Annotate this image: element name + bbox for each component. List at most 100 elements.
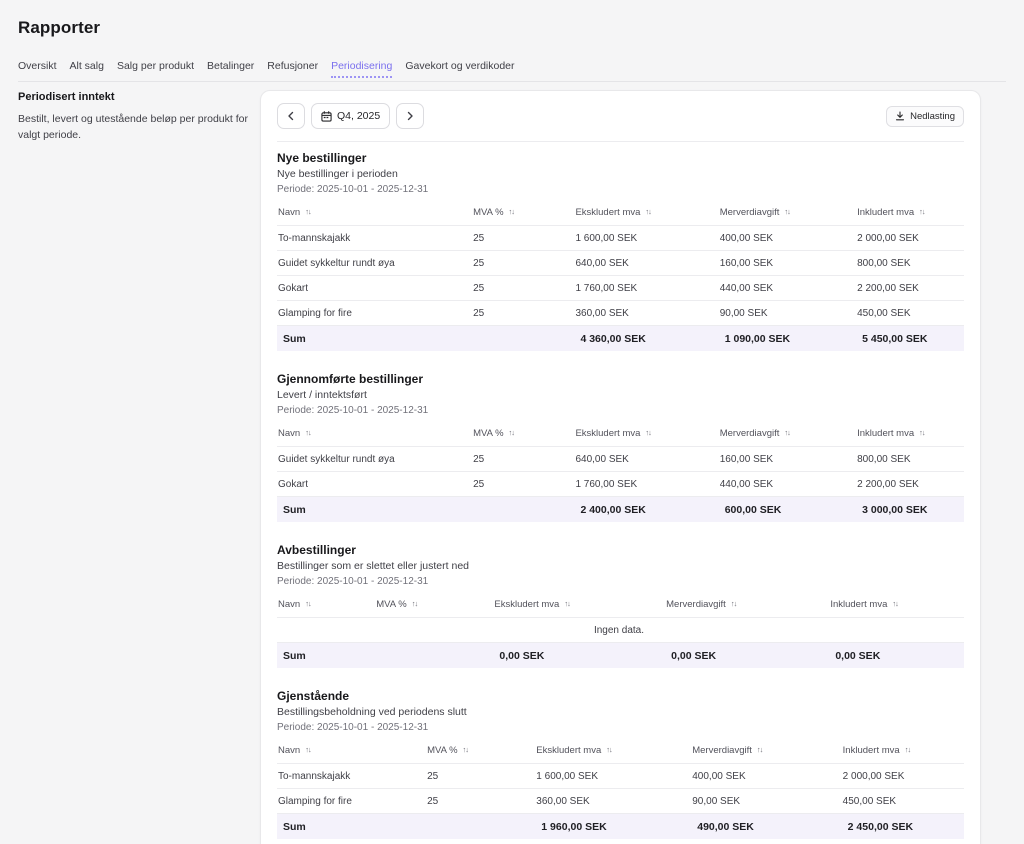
sort-icon: ↑↓ xyxy=(305,745,311,754)
sort-icon: ↑↓ xyxy=(904,745,911,754)
column-header-label: Ekskludert mva xyxy=(575,207,641,218)
download-button[interactable]: Nedlasting xyxy=(886,105,964,127)
sum-row: Sum 1 960,00 SEK 490,00 SEK 2 450,00 SEK xyxy=(277,813,964,839)
column-header-merverdiavgift[interactable]: Merverdiavgift ↑↓ xyxy=(719,421,856,447)
cell-value: 25 xyxy=(472,275,575,301)
cell-value: 400,00 SEK xyxy=(691,763,842,789)
sum-value: 1 090,00 SEK xyxy=(718,325,857,351)
tab-salg-per-produkt[interactable]: Salg per produkt xyxy=(116,60,195,72)
column-header-mva[interactable]: MVA % ↑↓ xyxy=(472,200,574,226)
sort-icon: ↑↓ xyxy=(892,599,898,608)
column-header-inkludert-mva[interactable]: Inkludert mva ↑↓ xyxy=(829,592,964,618)
previous-period-button[interactable] xyxy=(277,103,305,129)
next-period-button[interactable] xyxy=(396,103,425,129)
section-table: Navn ↑↓ MVA % ↑↓ Ekskludert mva ↑↓ Merverdiavg… xyxy=(277,738,964,839)
cell-value: 25 xyxy=(472,446,575,472)
column-header-mva[interactable]: MVA % ↑↓ xyxy=(426,738,535,764)
cell-value: 800,00 SEK xyxy=(856,250,964,276)
cell-value: 2 000,00 SEK xyxy=(841,763,964,789)
column-header-label: Navn xyxy=(278,599,301,610)
column-header-ekskludert-mva[interactable]: Ekskludert mva ↑↓ xyxy=(574,421,718,447)
section-table: Navn ↑↓ MVA % ↑↓ Ekskludert mva ↑↓ Merverdiavg… xyxy=(277,592,964,668)
column-header-ekskludert-mva[interactable]: Ekskludert mva ↑↓ xyxy=(493,592,665,618)
period-controls: Q4, 2025 xyxy=(277,103,425,129)
cell-name: Guidet sykkeltur rundt øya xyxy=(277,250,473,276)
column-header-inkludert-mva[interactable]: Inkludert mva ↑↓ xyxy=(842,738,964,764)
column-header-merverdiavgift[interactable]: Merverdiavgift ↑↓ xyxy=(665,592,829,618)
tab-oversikt[interactable]: Oversikt xyxy=(18,60,57,72)
column-header-label: Merverdiavgift xyxy=(719,428,780,439)
sort-icon: ↑↓ xyxy=(730,599,737,608)
sort-icon: ↑↓ xyxy=(305,207,311,216)
cell-name: To-mannskajakk xyxy=(277,763,427,789)
column-header-mva[interactable]: MVA % ↑↓ xyxy=(472,421,574,447)
sum-value xyxy=(472,496,575,522)
tab-gavekort-og-verdikoder[interactable]: Gavekort og verdikoder xyxy=(405,60,515,72)
tab-alt-salg[interactable]: Alt salg xyxy=(69,60,104,72)
period-label: Q4, 2025 xyxy=(337,110,381,122)
column-header-ekskludert-mva[interactable]: Ekskludert mva ↑↓ xyxy=(574,200,718,226)
section-period: Periode: 2025-10-01 - 2025-12-31 xyxy=(277,576,429,587)
column-header-label: Inkludert mva xyxy=(830,599,888,610)
column-header-inkludert-mva[interactable]: Inkludert mva ↑↓ xyxy=(856,200,964,226)
section-subtitle: Bestillinger som er slettet eller juster… xyxy=(277,560,469,572)
table-row: Glamping for fire 25 360,00 SEK 90,00 SEK 45… xyxy=(277,300,964,326)
sum-value: 2 450,00 SEK xyxy=(841,813,964,839)
column-header-label: Navn xyxy=(278,207,301,218)
sum-label: Sum xyxy=(277,642,376,668)
sum-label: Sum xyxy=(277,813,427,839)
column-header-navn[interactable]: Navn ↑↓ xyxy=(277,200,472,226)
cell-value: 25 xyxy=(472,300,575,326)
sort-icon: ↑↓ xyxy=(462,745,469,754)
column-header-ekskludert-mva[interactable]: Ekskludert mva ↑↓ xyxy=(535,738,691,764)
cell-value: 450,00 SEK xyxy=(856,300,964,326)
report-section-gjenst-ende: Gjenstående Bestillingsbeholdning ved per… xyxy=(277,689,964,839)
tab-betalinger[interactable]: Betalinger xyxy=(207,60,255,72)
toolbar: Q4, 2025 Nedlasting xyxy=(277,103,964,142)
cell-name: To-mannskajakk xyxy=(277,225,473,251)
sum-value: 2 400,00 SEK xyxy=(574,496,719,522)
column-header-label: Merverdiavgift xyxy=(692,745,752,756)
report-section-gjennomf-rte-bestillinger: Gjennomførte bestillinger Levert / inntek… xyxy=(277,372,964,522)
sum-value: 5 450,00 SEK xyxy=(856,325,964,351)
sort-icon: ↑↓ xyxy=(411,599,418,608)
sum-value: 1 960,00 SEK xyxy=(535,813,692,839)
sidebar-heading: Periodisert inntekt xyxy=(18,91,115,103)
column-header-merverdiavgift[interactable]: Merverdiavgift ↑↓ xyxy=(691,738,841,764)
section-period: Periode: 2025-10-01 - 2025-12-31 xyxy=(277,722,429,733)
column-header-navn[interactable]: Navn ↑↓ xyxy=(277,421,472,447)
tab-periodisering[interactable]: Periodisering xyxy=(331,60,393,78)
cell-value: 400,00 SEK xyxy=(718,225,857,251)
column-header-merverdiavgift[interactable]: Merverdiavgift ↑↓ xyxy=(719,200,856,226)
sort-icon: ↑↓ xyxy=(305,428,311,437)
report-card: Q4, 2025 Nedlasting Nye bestillinger Nye … xyxy=(260,90,981,844)
column-header-inkludert-mva[interactable]: Inkludert mva ↑↓ xyxy=(856,421,964,447)
download-icon xyxy=(895,111,905,121)
report-section-avbestillinger: Avbestillinger Bestillinger som er slette… xyxy=(277,543,964,668)
sort-icon: ↑↓ xyxy=(508,428,515,437)
sort-icon: ↑↓ xyxy=(305,599,311,608)
column-header-label: Merverdiavgift xyxy=(719,207,780,218)
section-period: Periode: 2025-10-01 - 2025-12-31 xyxy=(277,184,429,195)
column-header-navn[interactable]: Navn ↑↓ xyxy=(277,738,426,764)
sum-value: 4 360,00 SEK xyxy=(574,325,719,351)
cell-value: 440,00 SEK xyxy=(718,471,857,497)
sum-value xyxy=(472,325,575,351)
column-header-label: Inkludert mva xyxy=(857,207,915,218)
table-row: Gokart 25 1 760,00 SEK 440,00 SEK 2 200,00 S… xyxy=(277,471,964,497)
empty-message: Ingen data. xyxy=(277,617,964,643)
period-selector-button[interactable]: Q4, 2025 xyxy=(311,103,391,129)
section-period: Periode: 2025-10-01 - 2025-12-31 xyxy=(277,405,429,416)
sort-icon: ↑↓ xyxy=(645,207,651,216)
column-header-navn[interactable]: Navn ↑↓ xyxy=(277,592,375,618)
tab-refusjoner[interactable]: Refusjoner xyxy=(267,60,319,72)
column-header-mva[interactable]: MVA % ↑↓ xyxy=(375,592,493,618)
sort-icon: ↑↓ xyxy=(784,207,790,216)
cell-value: 1 760,00 SEK xyxy=(574,275,719,301)
cell-value: 90,00 SEK xyxy=(691,788,842,814)
cell-name: Gokart xyxy=(277,471,473,497)
sum-value: 0,00 SEK xyxy=(829,642,964,668)
sort-icon: ↑↓ xyxy=(645,428,651,437)
column-header-label: MVA % xyxy=(376,599,407,610)
sidebar: Periodisert inntekt Bestilt, levert og u… xyxy=(18,90,248,144)
